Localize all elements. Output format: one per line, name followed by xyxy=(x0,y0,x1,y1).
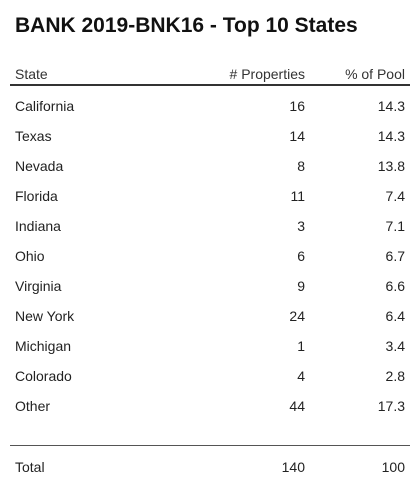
row-properties: 44 xyxy=(289,398,305,414)
table-row: New York 24 6.4 xyxy=(10,296,410,326)
table-row: Other 44 17.3 xyxy=(10,386,410,416)
table-row: Colorado 4 2.8 xyxy=(10,356,410,386)
row-properties: 9 xyxy=(297,278,305,294)
row-pool: 6.7 xyxy=(385,248,405,264)
header-properties: # Properties xyxy=(229,66,305,82)
table-row: Ohio 6 6.7 xyxy=(10,236,410,266)
total-row: Total 140 100 xyxy=(10,459,410,479)
table-row: California 16 14.3 xyxy=(10,86,410,116)
header-pool: % of Pool xyxy=(345,66,405,82)
row-state: California xyxy=(15,98,75,114)
table-row: Texas 14 14.3 xyxy=(10,116,410,146)
total-divider xyxy=(10,445,410,446)
row-state: Texas xyxy=(15,128,52,144)
row-pool: 7.4 xyxy=(385,188,405,204)
row-state: Florida xyxy=(15,188,58,204)
total-label: Total xyxy=(15,459,45,475)
table-row: Florida 11 7.4 xyxy=(10,176,410,206)
total-pool: 100 xyxy=(381,459,405,475)
table-header: State # Properties % of Pool xyxy=(10,60,410,86)
row-state: New York xyxy=(15,308,75,324)
row-pool: 14.3 xyxy=(377,98,405,114)
row-pool: 2.8 xyxy=(385,368,405,384)
row-pool: 6.4 xyxy=(385,308,405,324)
row-state: Nevada xyxy=(15,158,64,174)
row-pool: 13.8 xyxy=(377,158,405,174)
row-pool: 7.1 xyxy=(385,218,405,234)
row-pool: 6.6 xyxy=(385,278,405,294)
row-pool: 14.3 xyxy=(377,128,405,144)
row-properties: 8 xyxy=(297,158,305,174)
table-row: Michigan 1 3.4 xyxy=(10,326,410,356)
table-body: California 16 14.3 Texas 14 14.3 Nevada 8 13.8 Fl… xyxy=(10,86,410,416)
total-properties: 140 xyxy=(281,459,305,475)
table-row: Virginia 9 6.6 xyxy=(10,266,410,296)
row-properties: 4 xyxy=(297,368,305,384)
row-properties: 1 xyxy=(297,338,305,354)
row-properties: 24 xyxy=(289,308,305,324)
row-state: Indiana xyxy=(15,218,61,234)
row-properties: 11 xyxy=(290,188,305,204)
table-title: BANK 2019-BNK16 - Top 10 States xyxy=(15,14,358,37)
row-state: Michigan xyxy=(15,338,72,354)
row-properties: 3 xyxy=(297,218,305,234)
table-row: Nevada 8 13.8 xyxy=(10,146,410,176)
row-state: Virginia xyxy=(15,278,62,294)
top-states-table: State # Properties % of Pool California 1… xyxy=(10,60,410,416)
row-properties: 6 xyxy=(297,248,305,264)
table-row: Indiana 3 7.1 xyxy=(10,206,410,236)
row-properties: 14 xyxy=(289,128,305,144)
row-state: Other xyxy=(15,398,51,414)
row-state: Ohio xyxy=(15,248,45,264)
header-state: State xyxy=(15,66,48,82)
row-pool: 17.3 xyxy=(377,398,405,414)
row-state: Colorado xyxy=(15,368,72,384)
row-pool: 3.4 xyxy=(385,338,405,354)
row-properties: 16 xyxy=(289,98,305,114)
